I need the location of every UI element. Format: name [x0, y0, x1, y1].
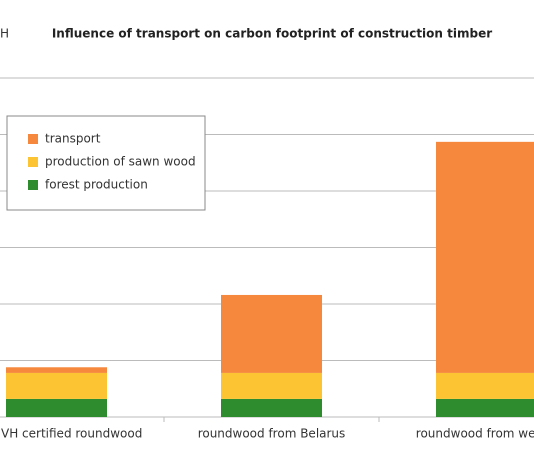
legend-label: production of sawn wood	[45, 155, 196, 169]
legend-label: forest production	[45, 178, 148, 192]
legend-label: transport	[45, 132, 101, 146]
bar-segment	[436, 372, 534, 399]
bar-segment	[6, 367, 107, 373]
x-tick-label: VH certified roundwood	[1, 427, 142, 441]
bar-segment	[6, 372, 107, 399]
bar-segment	[6, 398, 107, 417]
legend-swatch	[28, 134, 38, 144]
x-tick-label: roundwood from west F	[416, 427, 534, 441]
legend-swatch	[28, 157, 38, 167]
legend-box	[6, 115, 206, 211]
bar-segment	[436, 141, 534, 373]
bar-segment	[221, 398, 322, 417]
bar-segment	[436, 398, 534, 417]
chart-title: Influence of transport on carbon footpri…	[52, 27, 492, 41]
bar-segment	[221, 372, 322, 399]
x-tick-label: roundwood from Belarus	[198, 427, 346, 441]
bar-segment	[221, 294, 322, 373]
legend-swatch	[28, 180, 38, 190]
axis-label: H	[0, 27, 9, 41]
